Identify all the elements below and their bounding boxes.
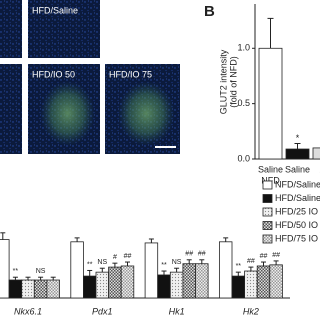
- bar: [95, 271, 110, 299]
- legend-swatch: [262, 221, 273, 230]
- staining: [117, 81, 175, 146]
- bar: [144, 242, 159, 299]
- significance: #: [113, 254, 117, 261]
- significance: NS: [97, 259, 107, 266]
- bar: [258, 47, 283, 160]
- bar: [0, 239, 10, 299]
- y-axis-label: GLUT2 intensity: [218, 49, 228, 114]
- legend-swatch: [262, 234, 273, 244]
- significance: ##: [247, 258, 255, 265]
- legend-swatch: [262, 180, 273, 190]
- image-label: HFD/IO 75: [109, 69, 152, 79]
- significance: NS: [36, 268, 46, 275]
- bar: [46, 279, 60, 299]
- micrograph: [28, 0, 100, 58]
- micrograph: [0, 0, 22, 58]
- x-tick-label: Hk1: [169, 306, 185, 316]
- bar: [157, 274, 171, 299]
- x-tick-label: Saline: [258, 164, 283, 174]
- bar: [312, 147, 320, 160]
- y-tick-label: 0.0: [237, 153, 250, 163]
- bar: [8, 279, 23, 299]
- bar: [256, 265, 271, 299]
- significance: ##: [272, 252, 280, 259]
- legend-label: HFD/75 IO: [275, 233, 318, 243]
- legend-swatch: [262, 207, 273, 217]
- legend-label: HFD/50 IO: [275, 220, 318, 230]
- micrographs: HFD/Saline HFD/IO 50 HFD/IO 75: [0, 0, 180, 154]
- bar: [169, 271, 184, 299]
- bar: [285, 148, 310, 160]
- bar: [120, 265, 135, 299]
- bar: [21, 279, 35, 299]
- x-tick-label: Nkx6.1: [14, 306, 42, 316]
- y-axis-label: (fold of NFD): [228, 56, 238, 108]
- bar: [231, 275, 246, 299]
- bar: [182, 263, 196, 299]
- significance: **: [87, 261, 93, 268]
- legend-label: HFD/Saline: [275, 193, 320, 203]
- x-tick-label: Saline: [285, 164, 310, 174]
- legend-label: HFD/25 IO: [275, 206, 318, 216]
- x-tick-label: Pdx1: [92, 306, 113, 316]
- legend-label: NFD/Saline: [275, 179, 320, 189]
- x-group-label: NFD: [261, 175, 280, 185]
- significance: NS: [172, 259, 182, 266]
- significance: **: [236, 263, 242, 270]
- micrograph: [0, 64, 22, 154]
- significance: **: [161, 262, 167, 269]
- significance: **: [13, 268, 19, 275]
- significance: ##: [198, 251, 206, 258]
- bar: [83, 275, 97, 299]
- image-label: HFD/IO 50: [32, 69, 75, 79]
- panel-label: B: [204, 3, 215, 20]
- bar: [218, 241, 233, 299]
- image-label: HFD/Saline: [32, 5, 78, 15]
- significance: *: [296, 133, 300, 143]
- bar: [195, 263, 209, 299]
- x-tick-label: Hk2: [243, 306, 259, 316]
- significance: ##: [185, 251, 193, 258]
- bar: [70, 241, 84, 299]
- bar: [108, 266, 122, 299]
- y-tick-label: 1.0: [237, 43, 250, 53]
- significance: ##: [260, 253, 268, 260]
- bar: [269, 264, 283, 299]
- bar: [33, 279, 48, 299]
- y-tick-label: 0.5: [237, 98, 250, 108]
- bar: [244, 270, 258, 299]
- staining: [40, 81, 95, 146]
- significance: ##: [124, 253, 132, 260]
- legend-swatch: [262, 194, 273, 203]
